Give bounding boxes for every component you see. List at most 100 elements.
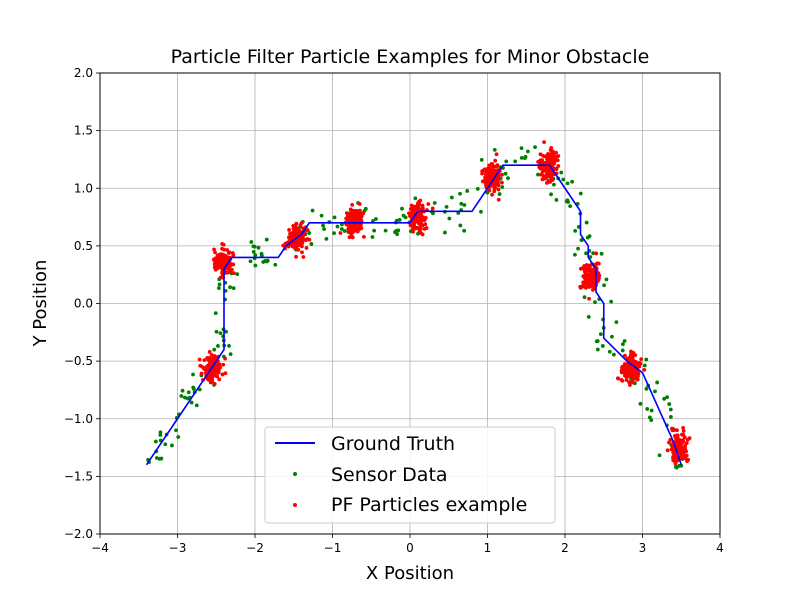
pf-particle xyxy=(630,355,635,360)
pf-particle xyxy=(209,353,214,357)
pf-particle xyxy=(674,439,679,444)
pf-particle xyxy=(592,272,596,277)
sensor-point xyxy=(644,386,649,391)
sensor-point xyxy=(564,199,569,204)
sensor-point xyxy=(231,286,236,291)
sensor-point xyxy=(573,252,577,257)
pf-particle xyxy=(344,211,349,216)
pf-particle xyxy=(291,224,296,228)
pf-particle xyxy=(217,377,222,382)
pf-particle xyxy=(409,203,414,208)
sensor-point xyxy=(189,400,194,405)
x-axis-label: X Position xyxy=(366,563,454,584)
pf-particle xyxy=(346,227,351,231)
pf-particle xyxy=(225,248,230,252)
sensor-point xyxy=(176,435,181,439)
pf-particle xyxy=(418,226,422,231)
sensor-point xyxy=(216,344,220,348)
pf-particle xyxy=(426,202,431,206)
y-tick-label: 0.5 xyxy=(74,239,93,253)
pf-particle xyxy=(350,202,355,207)
pf-particle xyxy=(630,380,635,384)
pf-particle xyxy=(418,231,423,235)
y-tick-label: −2.0 xyxy=(64,527,93,541)
sensor-point xyxy=(598,332,603,337)
pf-particle xyxy=(480,169,485,174)
sensor-point xyxy=(599,251,604,256)
pf-particle xyxy=(556,164,561,168)
legend-sensor-data-label: Sensor Data xyxy=(331,464,448,486)
pf-particle xyxy=(686,457,691,462)
pf-particle xyxy=(630,359,635,364)
pf-particle xyxy=(222,247,227,252)
pf-particle xyxy=(628,368,633,372)
pf-particle xyxy=(418,212,423,216)
sensor-point xyxy=(273,262,278,267)
pf-particle xyxy=(483,179,488,184)
pf-particle xyxy=(199,371,204,376)
sensor-point xyxy=(163,442,168,447)
sensor-point xyxy=(513,159,518,164)
sensor-point xyxy=(653,389,657,394)
sensor-point xyxy=(552,182,556,187)
pf-particle xyxy=(224,270,229,275)
pf-particle xyxy=(496,183,501,188)
sensor-point xyxy=(584,251,588,256)
sensor-point xyxy=(600,344,605,348)
pf-particle xyxy=(623,353,627,358)
sensor-point xyxy=(595,347,600,352)
pf-particle xyxy=(297,243,302,248)
pf-particle xyxy=(289,232,294,237)
pf-particle xyxy=(305,228,310,233)
pf-particle xyxy=(210,379,215,384)
sensor-point xyxy=(584,220,589,225)
pf-particle xyxy=(538,152,543,157)
pf-particle xyxy=(303,238,308,243)
pf-particle xyxy=(621,365,626,370)
pf-particle xyxy=(220,372,225,377)
pf-particle xyxy=(294,233,298,237)
pf-particle xyxy=(362,235,366,239)
pf-particle xyxy=(358,223,363,227)
pf-particle xyxy=(221,362,226,367)
pf-particle xyxy=(595,279,600,283)
sensor-point xyxy=(594,339,599,344)
pf-particle xyxy=(418,223,423,228)
pf-particle xyxy=(633,359,638,364)
sensor-point xyxy=(248,259,253,264)
sensor-point xyxy=(620,342,625,347)
sensor-point xyxy=(180,388,185,393)
sensor-point xyxy=(668,414,673,419)
pf-particle xyxy=(540,177,545,182)
pf-particle xyxy=(299,238,303,242)
pf-particle xyxy=(203,370,208,375)
pf-particle xyxy=(671,446,676,451)
sensor-point xyxy=(561,177,566,182)
pf-particle xyxy=(585,280,590,285)
pf-particle xyxy=(551,153,556,158)
sensor-point xyxy=(554,198,559,202)
pf-particle xyxy=(667,440,671,445)
sensor-point xyxy=(536,172,540,177)
sensor-point xyxy=(649,408,654,413)
legend-sensor-data-swatch xyxy=(293,472,297,476)
sensor-point xyxy=(533,145,537,150)
sensor-point xyxy=(371,219,375,223)
sensor-point xyxy=(593,300,597,305)
sensor-point xyxy=(332,215,337,220)
pf-particle xyxy=(294,254,298,259)
x-tick-label: −1 xyxy=(324,541,342,555)
sensor-point xyxy=(397,217,402,222)
pf-particle xyxy=(544,181,549,185)
pf-particle xyxy=(624,378,629,382)
sensor-point xyxy=(465,189,470,193)
sensor-point xyxy=(322,227,326,231)
sensor-point xyxy=(170,443,174,448)
sensor-point xyxy=(217,282,222,287)
pf-particle xyxy=(218,365,223,370)
pf-particle xyxy=(357,215,361,220)
pf-particle xyxy=(591,276,596,281)
x-tick-label: 3 xyxy=(639,541,647,555)
pf-particle xyxy=(420,203,425,208)
pf-particle xyxy=(351,226,355,231)
